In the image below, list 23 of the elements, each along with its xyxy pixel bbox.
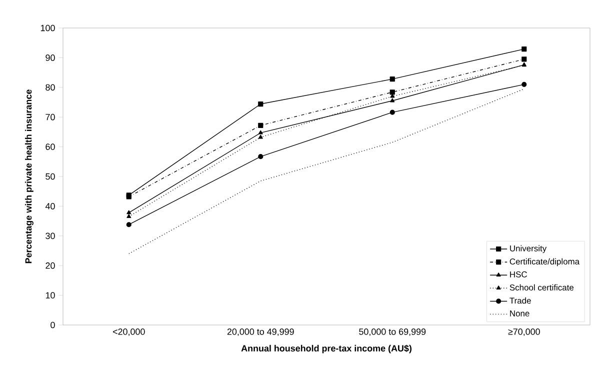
- x-tick-label: 20,000 to 49,999: [227, 328, 294, 336]
- y-tick-label: 0: [50, 322, 55, 328]
- x-axis-title: Annual household pre-tax income (AU$): [241, 344, 412, 354]
- legend-label: University: [510, 245, 547, 254]
- y-tick-label: 40: [45, 203, 55, 210]
- x-tick-label: 50,000 to 69,999: [359, 328, 426, 336]
- y-tick-label: 20: [46, 262, 55, 269]
- y-tick-label: 100: [40, 24, 55, 32]
- x-tick-label: <20,000: [112, 328, 145, 336]
- y-tick-label: 90: [46, 54, 55, 61]
- y-tick-label: 80: [46, 84, 55, 91]
- y-axis-title: Percentage with private health insurance: [25, 90, 34, 264]
- legend-label: Certificate/diploma: [510, 258, 580, 266]
- y-tick-label: 70: [46, 114, 55, 120]
- legend-label: School certificate: [510, 284, 574, 291]
- legend-label: Trade: [510, 297, 531, 304]
- y-tick-label: 30: [46, 232, 55, 240]
- y-tick-label: 10: [46, 292, 55, 298]
- y-tick-label: 60: [46, 144, 55, 150]
- legend-label: None: [510, 310, 530, 316]
- legend-label: HSC: [510, 271, 527, 278]
- y-tick-label: 50: [46, 173, 55, 180]
- x-tick-label: ≥70,000: [508, 328, 540, 336]
